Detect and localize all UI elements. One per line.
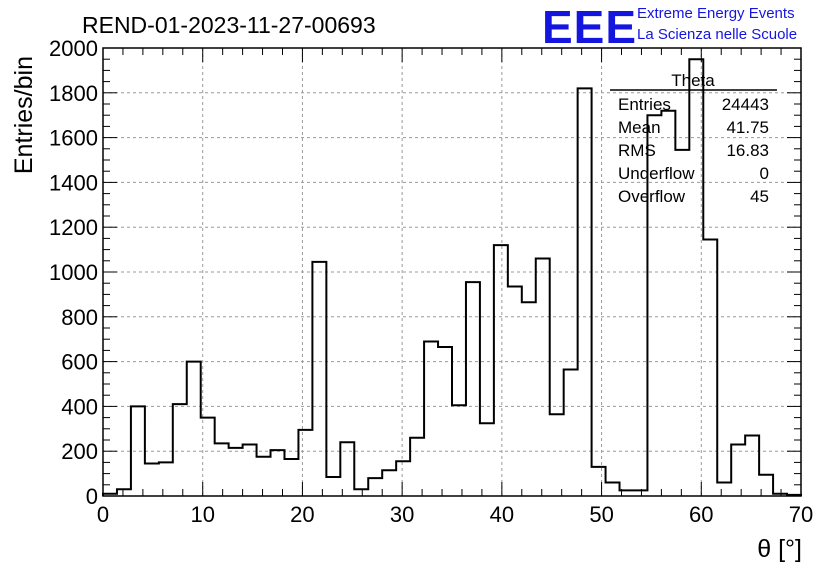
stats-rows: Entries 24443 Mean 41.75 RMS 16.83 Underflow 0 O…: [618, 95, 769, 206]
x-tick-label: 30: [390, 502, 414, 527]
histogram-outline: [102, 58, 802, 496]
grid-lines: [103, 48, 801, 496]
logo-line-1: Extreme Energy Events: [637, 5, 795, 22]
stats-title: Theta: [671, 71, 715, 90]
stats-value: 45: [750, 187, 769, 206]
plot-frame: [102, 47, 802, 497]
x-tick-label: 50: [589, 502, 613, 527]
stats-value: 0: [760, 164, 769, 183]
y-tick-label: 1800: [49, 81, 98, 106]
y-tick-label: 800: [61, 305, 98, 330]
stats-label: RMS: [618, 141, 656, 160]
y-tick-label: 0: [86, 484, 98, 509]
x-tick-label: 0: [97, 502, 109, 527]
x-tick-labels: 0 10 20 30 40 50 60 70: [97, 502, 813, 527]
y-tick-label: 1000: [49, 260, 98, 285]
logo-line-2: La Scienza nelle Scuole: [637, 26, 797, 43]
stats-box: Theta Entries 24443 Mean 41.75 RMS 16.83 Under…: [610, 71, 777, 206]
y-tick-label: 400: [61, 394, 98, 419]
stats-label: Mean: [618, 118, 661, 137]
y-tick-label: 1200: [49, 215, 98, 240]
logo-text: EEE: [542, 1, 637, 53]
x-axis-label: θ [°]: [757, 535, 802, 563]
x-tick-label: 20: [290, 502, 314, 527]
eee-logo: EEE Extreme Energy Events La Scienza nel…: [542, 1, 797, 53]
x-tick-label: 60: [689, 502, 713, 527]
y-tick-label: 200: [61, 439, 98, 464]
y-tick-label: 1600: [49, 126, 98, 151]
y-axis-label: Entries/bin: [10, 56, 38, 174]
y-tick-label: 1400: [49, 170, 98, 195]
stats-label: Underflow: [618, 164, 695, 183]
y-tick-label: 2000: [49, 36, 98, 61]
stats-value: 16.83: [726, 141, 769, 160]
chart-title: REND-01-2023-11-27-00693: [82, 12, 376, 38]
stats-value: 41.75: [726, 118, 769, 137]
stats-label: Overflow: [618, 187, 686, 206]
y-tick-labels: 0 200 400 600 800 1000 1200 1400 1600 1800 2000: [49, 36, 98, 509]
x-tick-label: 10: [190, 502, 214, 527]
stats-value: 24443: [722, 95, 769, 114]
x-tick-label: 40: [490, 502, 514, 527]
y-tick-label: 600: [61, 350, 98, 375]
x-tick-label: 70: [789, 502, 813, 527]
stats-label: Entries: [618, 95, 671, 114]
